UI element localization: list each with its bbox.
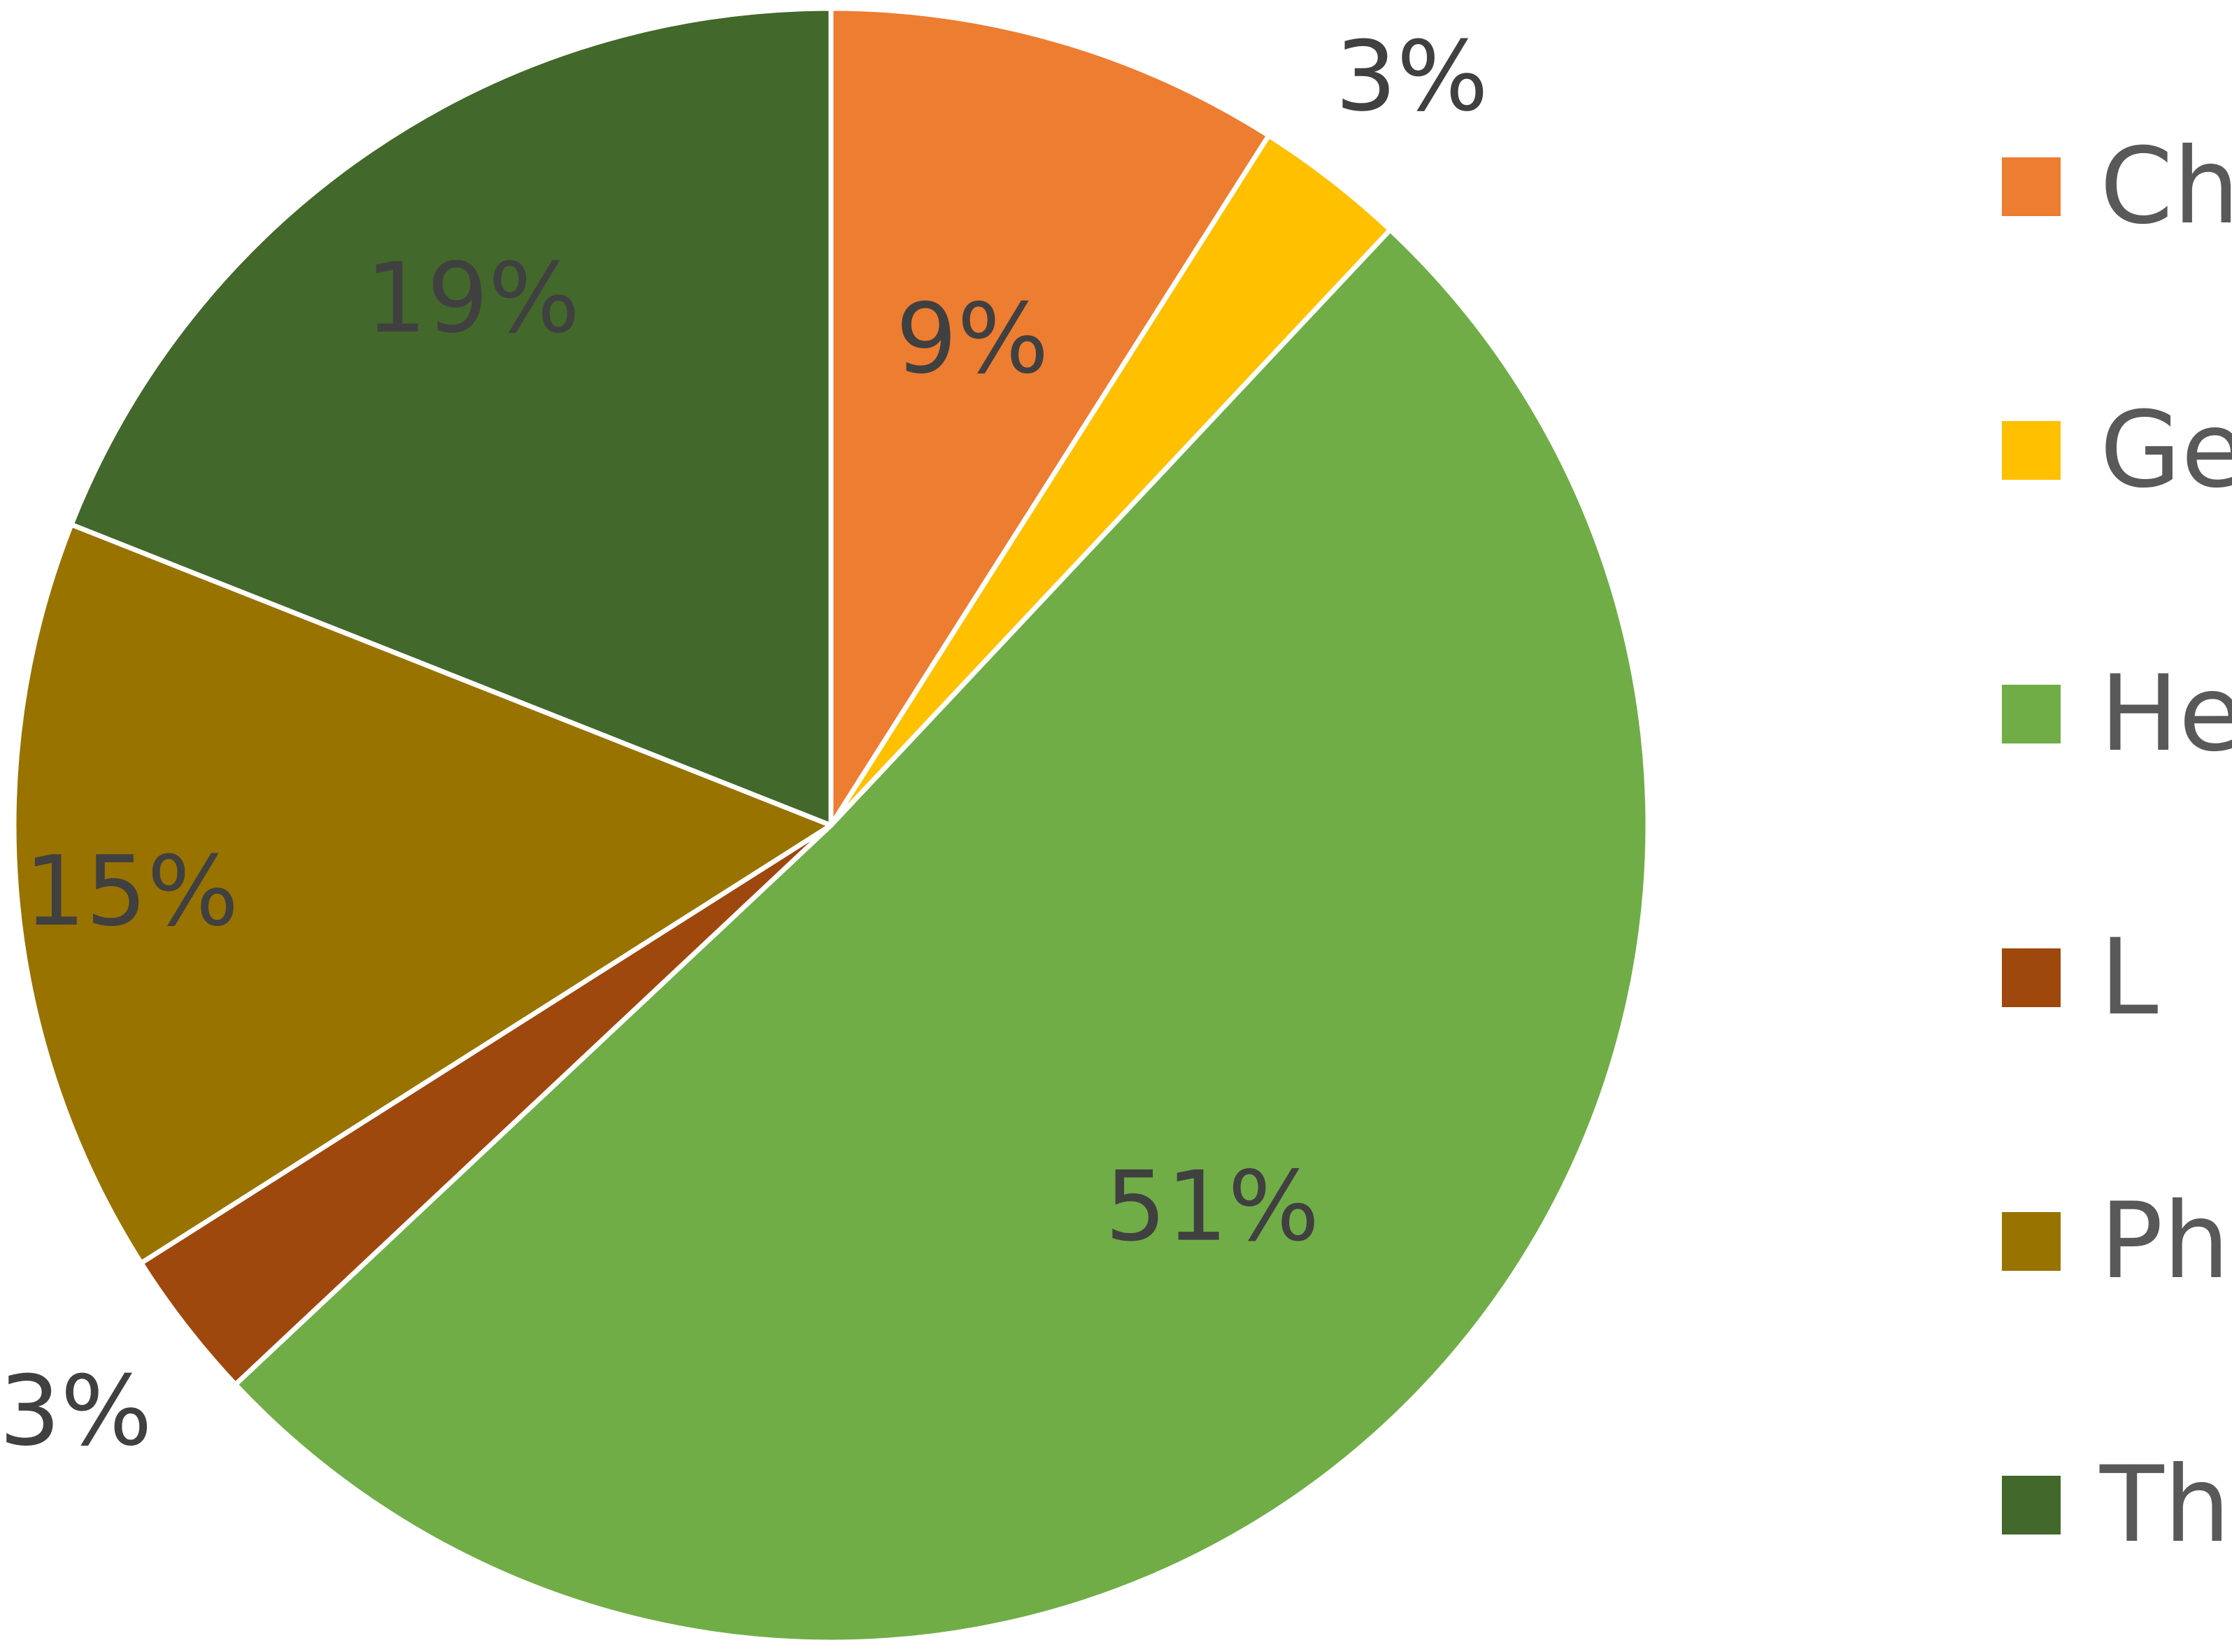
legend-label-he: He	[2100, 653, 2232, 775]
pie-slice-th	[69, 6, 834, 828]
legend: Ch Ge He L Ph Th	[2002, 126, 2232, 1566]
legend-label-ch: Ch	[2100, 126, 2232, 248]
legend-swatch-th	[2002, 1476, 2061, 1534]
data-label-he: 51%	[1105, 1151, 1320, 1263]
legend-swatch-l	[2002, 948, 2061, 1007]
data-label-th: 19%	[366, 242, 581, 355]
legend-swatch-ge	[2002, 421, 2061, 480]
legend-label-l: L	[2100, 917, 2159, 1039]
pie-slice-ph	[11, 522, 834, 1266]
data-label-ch: 9%	[896, 283, 1049, 395]
data-label-ge: 3%	[1335, 20, 1488, 133]
legend-label-ph: Ph	[2100, 1181, 2230, 1302]
data-label-ph: 15%	[24, 835, 239, 948]
legend-label-ge: Ge	[2100, 390, 2232, 511]
pie-slices	[11, 6, 1651, 1645]
legend-swatch-ph	[2002, 1212, 2061, 1271]
pie-slice-he	[233, 227, 1651, 1645]
pie-slice-ch	[828, 6, 1272, 828]
data-label-l: 3%	[0, 1355, 152, 1467]
legend-swatch-he	[2002, 685, 2061, 743]
data-labels: 9% 3% 51% 3% 15% 19%	[0, 20, 1488, 1467]
legend-label-th: Th	[2099, 1444, 2231, 1566]
legend-swatch-ch	[2002, 157, 2061, 216]
